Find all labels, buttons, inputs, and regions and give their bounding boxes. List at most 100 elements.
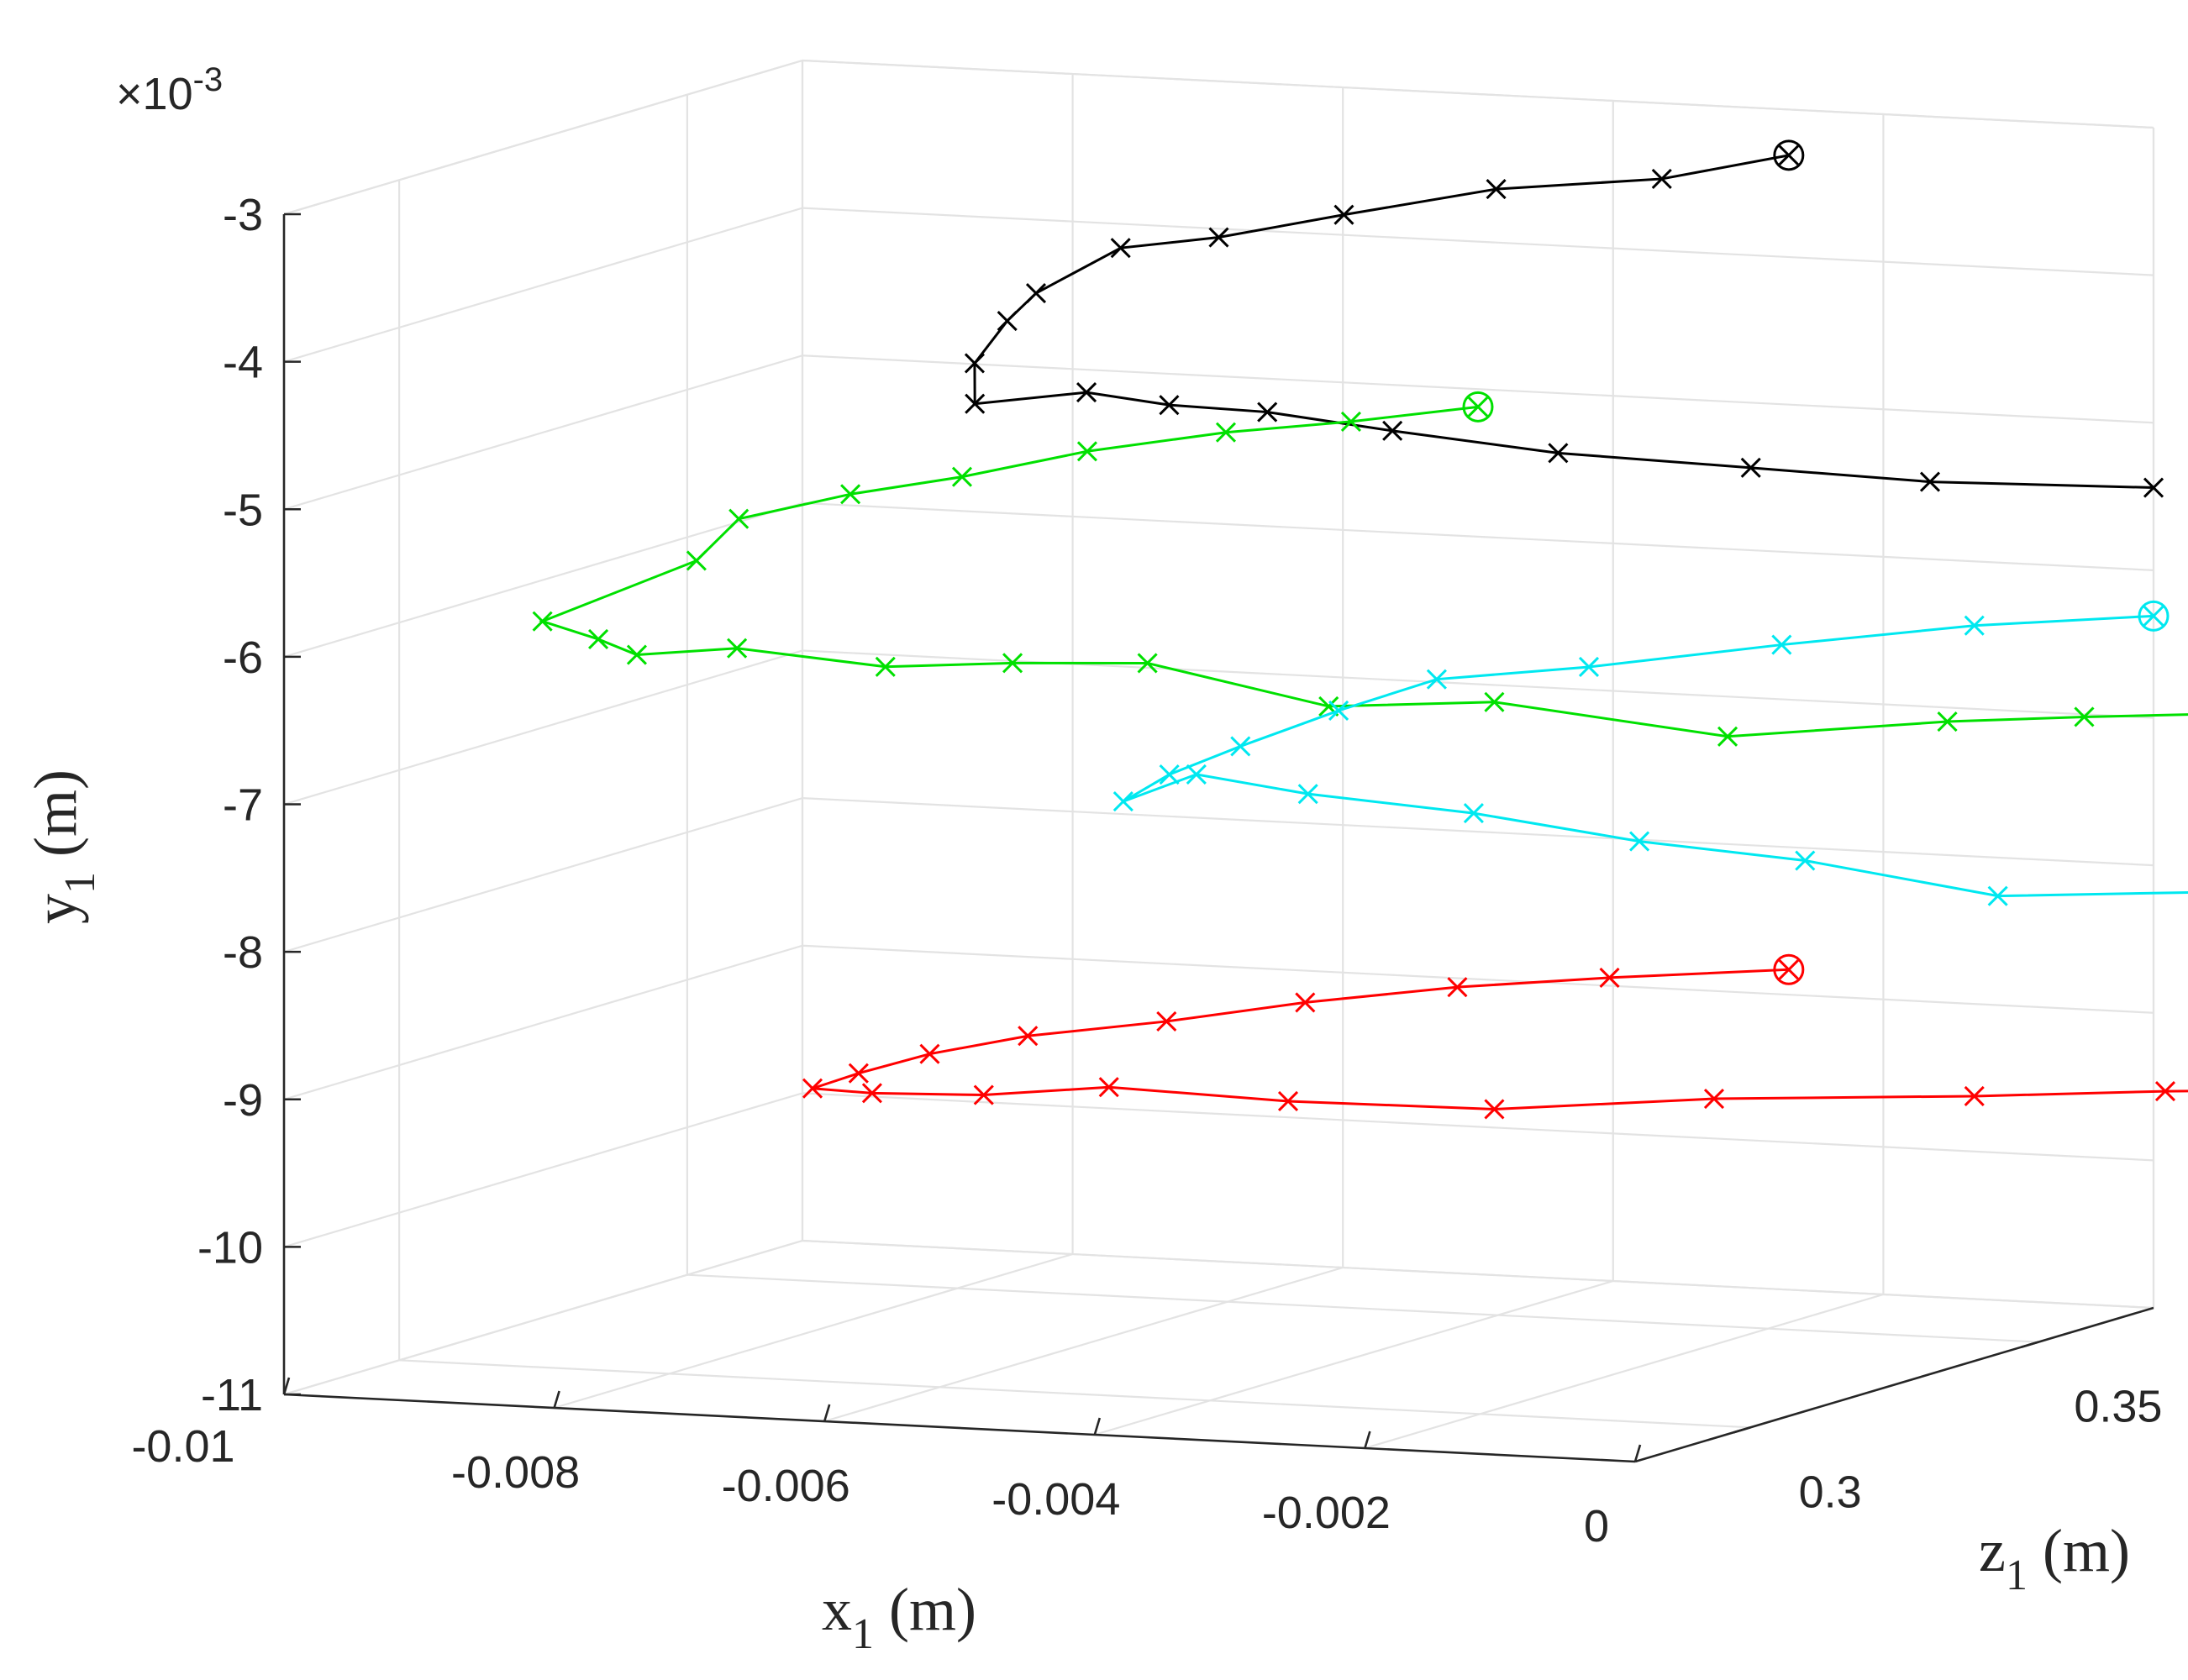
data-point-black-14: [1548, 443, 1569, 464]
grid-line-floor-z-0: [399, 1359, 1751, 1429]
x-tick-label-4: -0.002: [1262, 1488, 1391, 1538]
marker-stroke: [1651, 168, 1672, 190]
grid-line-leftwall-y-6: [283, 354, 803, 511]
marker-stroke: [1717, 726, 1738, 747]
data-point-cyan-8: [1112, 791, 1133, 812]
grid-line-backwall-y-3: [802, 797, 2154, 867]
marker-stroke: [875, 656, 896, 677]
series-black: [964, 139, 2164, 498]
data-point-green-17: [1717, 726, 1738, 747]
data-point-green-11: [727, 638, 748, 659]
data-point-black-3: [1333, 204, 1354, 225]
y-axis-multiplier-prefix: ×10: [116, 69, 193, 119]
tick-label-layer: -0.01 -0.008 -0.006 -0.004 -0.002 0 -11 -10 -9 -8…: [131, 190, 2162, 1551]
start-circle-cyan: [2138, 600, 2170, 632]
marker-stroke: [727, 638, 748, 659]
data-point-red-0: [1773, 953, 1805, 985]
data-point-green-6: [728, 508, 749, 529]
marker-stroke: [1484, 1099, 1505, 1120]
marker-stroke: [1964, 615, 1985, 636]
marker-stroke: [1112, 791, 1133, 812]
data-point-green-12: [875, 656, 896, 677]
marker-stroke: [1295, 992, 1316, 1013]
data-point-green-19: [2074, 706, 2095, 727]
data-point-green-14: [1137, 653, 1158, 674]
series-cyan: [1112, 600, 2188, 906]
x-tick-label-1: -0.008: [451, 1447, 580, 1498]
data-point-black-16: [1919, 471, 1941, 492]
grid-line-backwall-y-7: [802, 207, 2154, 276]
marker-stroke: [728, 508, 749, 529]
marker-stroke: [1318, 696, 1339, 717]
marker-stroke: [964, 353, 986, 374]
marker-stroke: [965, 393, 986, 414]
z-tick-label-0: 0.3: [1799, 1467, 1862, 1517]
x-tick-label-3: -0.004: [991, 1474, 1120, 1525]
data-point-black-0: [1773, 139, 1805, 171]
start-circle-black: [1773, 139, 1805, 171]
x-axis-label-var: x: [822, 1576, 852, 1643]
x-tick-label-2: -0.006: [722, 1461, 850, 1511]
data-point-cyan-6: [1230, 736, 1251, 757]
grid-line-floor-x-0: [283, 1239, 803, 1396]
y-tick-label-1: -10: [197, 1222, 263, 1273]
marker-stroke: [861, 1083, 882, 1104]
data-point-red-2: [1447, 977, 1468, 998]
marker-stroke: [1230, 736, 1251, 757]
data-point-green-8: [532, 611, 553, 632]
series-line-red: [812, 968, 2188, 1110]
marker-stroke: [1025, 282, 1047, 304]
marker-stroke: [1110, 238, 1131, 259]
data-point-cyan-10: [1297, 784, 1318, 805]
marker-stroke: [997, 310, 1018, 332]
data-point-black-13: [1382, 420, 1403, 441]
marker-stroke: [848, 1063, 869, 1084]
marker-stroke: [1277, 1090, 1299, 1112]
marker-stroke: [1018, 1026, 1039, 1047]
z-tick-label-1: 0.35: [2074, 1382, 2162, 1432]
data-point-red-10: [973, 1084, 994, 1105]
y-tick-label-7: -4: [223, 338, 263, 388]
data-point-black-17: [2143, 477, 2164, 498]
marker-stroke: [1382, 420, 1403, 441]
data-point-green-3: [1076, 441, 1097, 462]
start-circle-red: [1773, 953, 1805, 985]
data-point-cyan-1: [1964, 615, 1985, 636]
marker-stroke: [1548, 443, 1569, 464]
grid-line-backwall-y-6: [802, 354, 2154, 424]
marker-stroke: [919, 1043, 940, 1064]
data-point-black-7: [997, 310, 1018, 332]
data-point-black-9: [965, 393, 986, 414]
data-point-red-7: [848, 1063, 869, 1084]
marker-stroke: [588, 628, 609, 649]
start-circle-green: [1462, 391, 1494, 423]
marker-stroke: [1333, 204, 1354, 225]
grid-line-leftwall-y-5: [283, 501, 803, 658]
data-point-black-12: [1257, 402, 1278, 423]
data-point-black-11: [1159, 395, 1180, 416]
data-point-red-5: [1018, 1026, 1039, 1047]
data-point-green-16: [1484, 691, 1505, 712]
grid-line-floor-x-4: [1365, 1293, 1884, 1450]
data-point-green-0: [1462, 391, 1494, 423]
series-green: [532, 391, 2188, 747]
marker-stroke: [1463, 803, 1484, 824]
data-point-red-3: [1295, 992, 1316, 1013]
marker-stroke: [2143, 606, 2164, 627]
data-point-black-5: [1110, 238, 1131, 259]
marker-stroke: [1328, 700, 1349, 721]
data-point-red-8: [802, 1078, 823, 1099]
data-point-cyan-9: [1186, 764, 1207, 785]
y-tick-label-3: -8: [223, 927, 263, 978]
series-layer: [532, 139, 2188, 1120]
y-axis-label: y1 (m): [22, 769, 104, 924]
marker-stroke: [1002, 653, 1023, 674]
grid-line-floor-x-3: [1094, 1279, 1614, 1436]
y-tick-label-6: -5: [223, 485, 263, 535]
marker-stroke: [2143, 477, 2164, 498]
data-point-cyan-3: [1578, 656, 1600, 678]
y-tick-label-4: -7: [223, 780, 263, 831]
marker-stroke: [1156, 1011, 1177, 1032]
grid-line-backwall-y-2: [802, 944, 2154, 1014]
